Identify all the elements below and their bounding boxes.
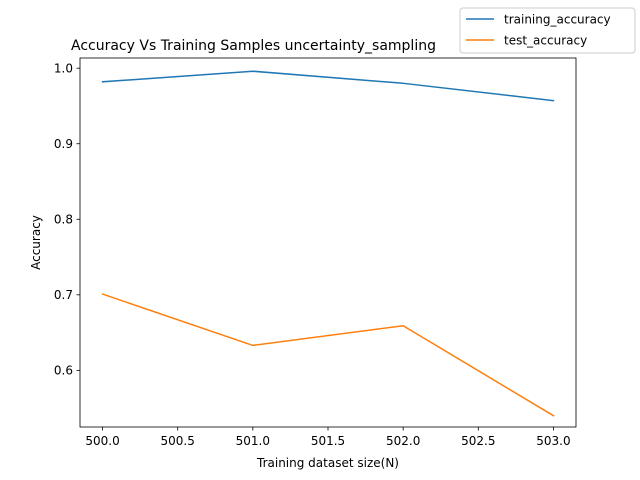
x-tick-label: 502.0 (386, 434, 420, 448)
legend: training_accuracy test_accuracy (459, 7, 636, 54)
y-tick-label: 0.9 (54, 137, 73, 151)
y-tick-label: 1.0 (54, 61, 73, 75)
plot-background (80, 58, 576, 427)
y-tick-label: 0.7 (54, 288, 73, 302)
chart-title: Accuracy Vs Training Samples uncertainty… (71, 38, 436, 54)
series-layer (101, 70, 555, 417)
x-tick-label: 500.5 (161, 434, 195, 448)
y-ticks: 0.6 0.7 0.8 0.9 1.0 (54, 61, 80, 378)
x-ticks: 500.0 500.5 501.0 501.5 502.0 502.5 503.0 (85, 427, 571, 448)
x-tick-label: 501.0 (236, 434, 270, 448)
x-tick-label: 503.0 (536, 434, 570, 448)
x-axis-label: Training dataset size(N) (256, 456, 399, 470)
x-tick-label: 500.0 (85, 434, 119, 448)
y-axis-label: Accuracy (29, 215, 43, 270)
legend-label-test: test_accuracy (504, 34, 587, 48)
y-tick-label: 0.8 (54, 213, 73, 227)
x-tick-label: 502.5 (461, 434, 495, 448)
legend-box (459, 7, 636, 54)
legend-label-training: training_accuracy (504, 13, 611, 27)
series-line-training-accuracy (101, 70, 555, 102)
series-line-test-accuracy (101, 293, 555, 417)
x-tick-label: 501.5 (311, 434, 345, 448)
y-tick-label: 0.6 (54, 364, 73, 378)
